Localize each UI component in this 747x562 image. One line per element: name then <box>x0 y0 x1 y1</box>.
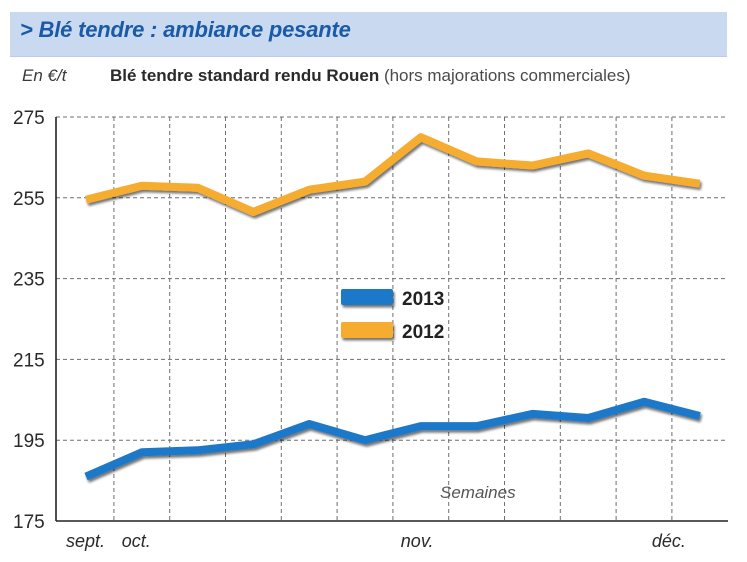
series-line-2013 <box>84 397 701 481</box>
y-tick-label: 275 <box>13 108 45 129</box>
chart-title-line: Blé tendre standard rendu Rouen (hors ma… <box>110 66 631 86</box>
header-band <box>10 12 727 57</box>
chart-subtitle: (hors majorations commerciales) <box>383 66 631 85</box>
y-tick-label: 215 <box>13 350 45 371</box>
y-axis-unit-label: En €/t <box>22 66 67 85</box>
legend-swatch-2013 <box>341 289 393 305</box>
chart-title: Blé tendre standard rendu Rouen <box>110 66 380 85</box>
legend-label-2013: 2013 <box>402 289 444 310</box>
legend-label-2012: 2012 <box>402 322 444 343</box>
x-month-label: sept. <box>66 531 105 551</box>
x-month-label: oct. <box>122 531 151 551</box>
series-line-2012 <box>85 133 701 216</box>
y-tick-label: 235 <box>13 270 45 291</box>
page-title: > Blé tendre : ambiance pesante <box>20 17 351 42</box>
plot-area: 175 195 215 235 255 275 sept. oct. nov. déc. Semai… <box>13 108 728 551</box>
y-tick-label: 255 <box>13 189 45 210</box>
x-month-label: déc. <box>652 531 686 551</box>
x-axis-label: Semaines <box>440 483 516 502</box>
x-month-label: nov. <box>401 531 434 551</box>
y-tick-label: 175 <box>13 512 45 533</box>
y-tick-label: 195 <box>13 431 45 452</box>
legend-swatch-2012 <box>341 322 393 338</box>
